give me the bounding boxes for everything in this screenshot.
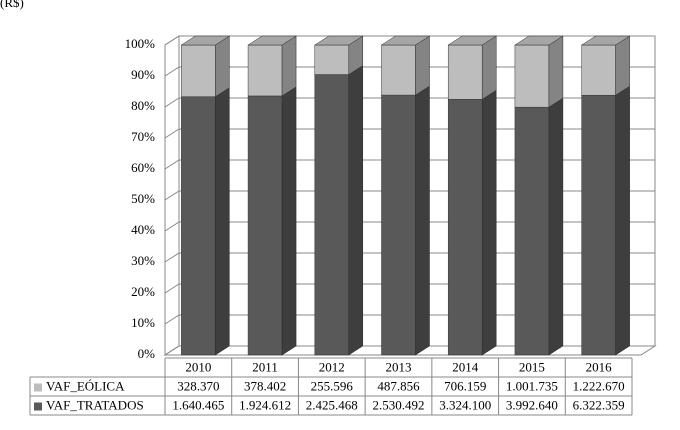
bar-top-shade	[248, 36, 297, 45]
x-tick-label: 2014	[452, 359, 479, 374]
bar-top	[580, 35, 631, 46]
bar-side-shade	[482, 90, 497, 355]
y-tick-label: 70%	[131, 129, 155, 144]
y-tick-label: 100%	[125, 36, 156, 51]
bar-top-shade	[381, 36, 430, 45]
bar-segment	[447, 35, 498, 100]
bar-side-shade	[415, 86, 430, 355]
bar-front	[447, 99, 483, 356]
bar-side-shade	[215, 36, 230, 97]
bar-side-shade	[482, 36, 497, 100]
bar-front	[381, 44, 416, 96]
bar-top-shade	[314, 36, 363, 45]
bar-side-shade	[548, 98, 563, 355]
bar-side-shade	[415, 36, 430, 96]
bar-front	[247, 95, 283, 356]
table-cell: 487.856	[377, 378, 420, 393]
legend-label: VAF_EÓLICA	[46, 378, 125, 393]
y-tick-label: 20%	[131, 284, 155, 299]
bar-front	[514, 44, 550, 108]
bar-top-shade	[581, 36, 630, 45]
table-cell: 3.992.640	[506, 397, 558, 412]
bar-side-shade	[615, 36, 630, 96]
bar-front	[247, 44, 283, 97]
bar-side-shade	[615, 86, 630, 356]
legend-label: VAF_TRATADOS	[46, 397, 144, 412]
bar-segment	[580, 35, 631, 96]
bar-segment	[514, 97, 564, 356]
bar-side-shade	[548, 36, 563, 108]
table-cell: 378.402	[244, 378, 286, 393]
table-cell: 2.530.492	[373, 397, 425, 412]
y-tick-label: 90%	[131, 67, 155, 82]
bar-front	[181, 96, 216, 356]
bar-top	[380, 35, 431, 46]
bar-side-shade	[282, 36, 297, 96]
bar-front	[381, 94, 416, 356]
legend-swatch	[34, 402, 42, 411]
bar-segment	[314, 65, 364, 356]
bar-front	[314, 74, 350, 356]
y-tick-label: 30%	[131, 253, 155, 268]
bar-top-shade	[181, 36, 230, 45]
x-tick-label: 2010	[185, 359, 211, 374]
bar-segment	[447, 89, 497, 356]
y-tick-label: 40%	[131, 222, 155, 237]
table-cell: 1.222.670	[573, 378, 625, 393]
bar-front	[581, 44, 616, 96]
bar-front	[314, 44, 350, 75]
table-cell: 6.322.359	[573, 397, 625, 412]
unit-label: (R$)	[0, 0, 24, 10]
bar-top	[313, 35, 364, 46]
bar-front	[581, 94, 616, 356]
y-tick-label: 60%	[131, 160, 155, 175]
bar-top	[514, 35, 564, 46]
x-tick-label: 2012	[319, 359, 345, 374]
bar-segment	[381, 85, 430, 356]
bar-side-shade	[215, 87, 230, 356]
bar-front	[447, 44, 483, 100]
table-cell: 1.640.465	[172, 397, 224, 412]
bar-segment	[313, 35, 364, 76]
bar-segment	[247, 35, 297, 97]
bar-segment	[380, 35, 431, 96]
table-cell: 2.425.468	[306, 397, 358, 412]
bar-top	[180, 35, 231, 46]
bar-side-shade	[282, 86, 297, 355]
bar-front	[514, 106, 550, 356]
bar-side-shade	[348, 65, 363, 356]
bar-top-shade	[448, 36, 497, 45]
y-tick-label: 80%	[131, 98, 155, 113]
y-tick-label: 0%	[138, 346, 156, 361]
bar-segment	[247, 86, 297, 356]
table-cell: 1.924.612	[239, 397, 291, 412]
table-cell: 3.324.100	[439, 397, 491, 412]
table-cell: 1.001.735	[506, 378, 558, 393]
legend-swatch	[34, 383, 42, 392]
bar-segment	[514, 35, 564, 108]
bar-top	[247, 35, 297, 46]
table-cell: 328.370	[177, 378, 219, 393]
bar-top	[447, 35, 498, 46]
bar-side-shade	[348, 36, 363, 75]
y-tick-label: 50%	[131, 191, 155, 206]
table-cell: 255.596	[311, 378, 354, 393]
x-tick-label: 2013	[386, 359, 412, 374]
bar-segment	[581, 85, 630, 356]
bar-front	[181, 44, 216, 97]
x-tick-label: 2015	[519, 359, 545, 374]
x-tick-label: 2011	[252, 359, 278, 374]
table-cell: 706.159	[444, 378, 486, 393]
bar-segment	[181, 87, 230, 356]
bar-top-shade	[514, 36, 563, 45]
y-tick-label: 10%	[131, 315, 155, 330]
bar-segment	[180, 35, 231, 98]
x-tick-label: 2016	[586, 359, 613, 374]
